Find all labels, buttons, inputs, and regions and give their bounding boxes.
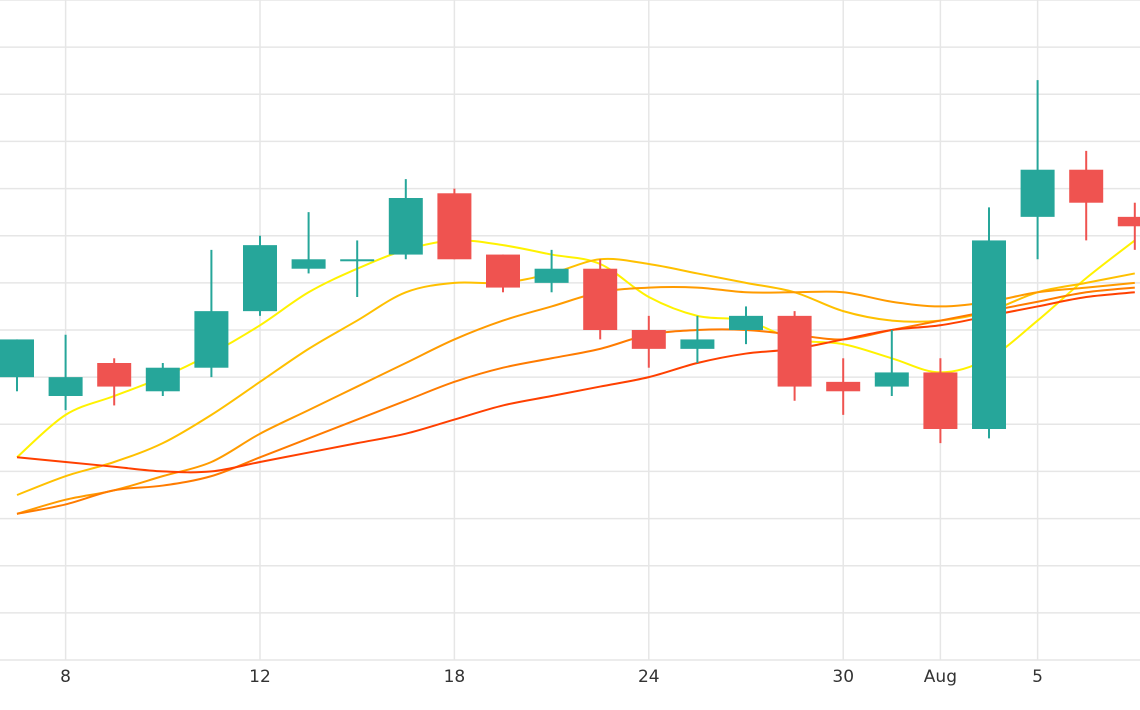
candle [631, 315, 666, 368]
candle [243, 235, 277, 316]
candle-body-up [972, 240, 1006, 429]
candle-body-up [874, 372, 909, 387]
candle-body-down [1069, 169, 1104, 203]
candle [972, 207, 1006, 439]
moving-average-line-4 [16, 286, 1135, 515]
candle-body-up [729, 315, 763, 330]
candle-body-down [583, 268, 618, 330]
moving-average-line-3 [16, 281, 1135, 515]
candle [97, 358, 132, 406]
candle [194, 249, 229, 378]
x-tick-label: 5 [1032, 667, 1043, 687]
candle [1069, 150, 1104, 241]
candle-body-up [534, 268, 569, 283]
candle [1020, 80, 1055, 260]
candle-body-up [194, 311, 229, 368]
x-axis-ticks: 8 12 18 24 30 Aug 5 [60, 667, 1043, 687]
candle-body-up [48, 377, 83, 396]
x-tick-label: Aug [924, 667, 957, 687]
candle [534, 249, 569, 293]
candle-body-down [631, 330, 666, 349]
candle [340, 240, 375, 297]
candle [729, 306, 763, 345]
candle-body-down [826, 381, 861, 392]
x-tick-label: 18 [444, 667, 466, 687]
candle [777, 311, 812, 401]
candle-body-up [0, 339, 34, 378]
x-tick-label: 8 [60, 667, 71, 687]
x-tick-label: 30 [832, 667, 854, 687]
moving-average-line-5 [16, 291, 1135, 474]
candle [388, 179, 423, 260]
candle-body-down [777, 315, 812, 387]
candle-body-down [923, 372, 958, 429]
candle-body-up [680, 339, 715, 349]
grid [0, 0, 1140, 661]
candle [680, 315, 715, 363]
candle-body-up [243, 245, 277, 312]
candle [1117, 202, 1140, 250]
candle-body-down [1117, 216, 1140, 227]
candle [826, 358, 861, 415]
candle-body-up [291, 259, 326, 269]
candles [0, 80, 1140, 444]
x-tick-label: 12 [249, 667, 271, 687]
candle [0, 339, 34, 392]
candle [874, 330, 909, 396]
candle-body-up [1020, 169, 1055, 217]
candle-body-down [97, 363, 132, 387]
candle [48, 334, 83, 411]
candle [583, 259, 618, 340]
candle [145, 363, 180, 396]
candle-body-up [340, 259, 375, 262]
candle-body-up [145, 367, 180, 392]
candle-body-down [486, 254, 520, 288]
candle-body-up [388, 198, 423, 255]
candle [486, 254, 520, 293]
candle-body-down [437, 193, 472, 260]
x-tick-label: 24 [638, 667, 660, 687]
candle [923, 358, 958, 444]
candle [437, 188, 472, 260]
candle [291, 212, 326, 274]
